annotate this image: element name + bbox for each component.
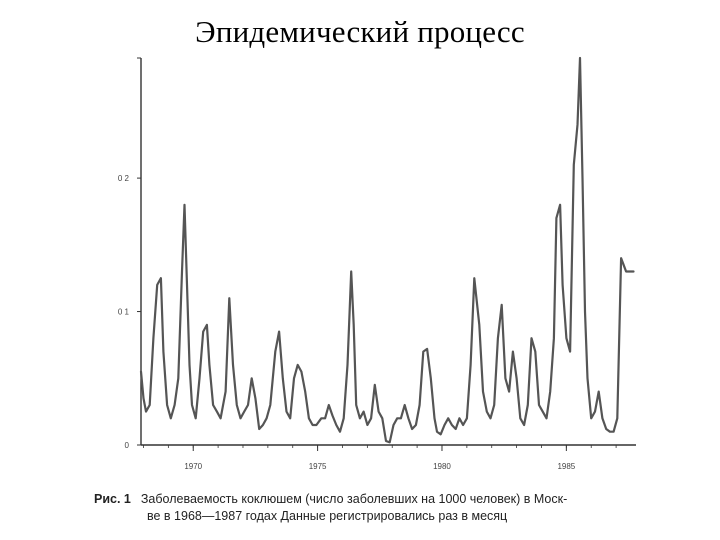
y-tick-label: 0 2	[118, 174, 130, 183]
series-line	[139, 56, 635, 444]
slide-title: Эпидемический процесс	[195, 14, 525, 49]
series-layer	[139, 56, 635, 444]
x-tick-label: 1970	[184, 462, 202, 471]
figure-caption-line-2: ве в 1968—1987 годах Данные регистрирова…	[147, 509, 508, 523]
x-tick-label: 1975	[309, 462, 327, 471]
caption-text-1: Заболеваемость коклюшем (число заболевши…	[140, 492, 568, 506]
y-tick-label: 0 1	[118, 308, 130, 317]
y-axis-ticks: 0 0 1 0 2	[118, 57, 141, 450]
figure-caption-line-1: Рис. 1 Заболеваемость коклюшем (число заб…	[94, 492, 567, 506]
x-axis-ticks: 1970 1975 1980 1985	[143, 445, 617, 471]
y-tick-label: 0	[125, 441, 130, 450]
figure-label: Рис. 1	[94, 492, 131, 506]
x-tick-label: 1980	[433, 462, 451, 471]
x-tick-label: 1985	[557, 462, 575, 471]
